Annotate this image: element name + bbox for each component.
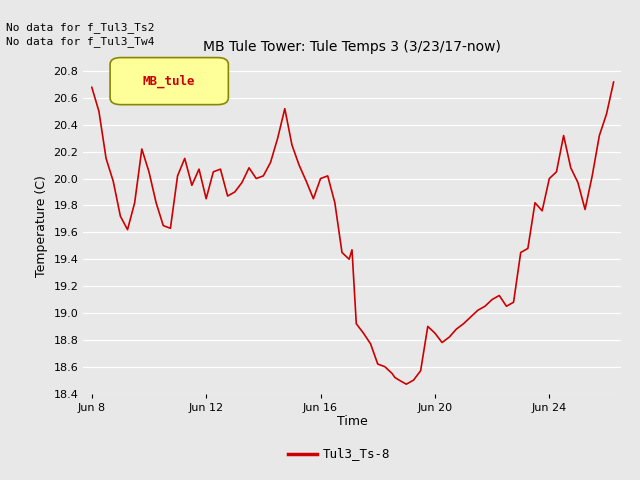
Text: No data for f_Tul3_Ts2: No data for f_Tul3_Ts2 [6,22,155,33]
Y-axis label: Temperature (C): Temperature (C) [35,175,48,276]
Text: MB_tule: MB_tule [143,74,195,88]
X-axis label: Time: Time [337,415,367,429]
Title: MB Tule Tower: Tule Temps 3 (3/23/17-now): MB Tule Tower: Tule Temps 3 (3/23/17-now… [203,40,501,54]
Text: Tul3_Ts-8: Tul3_Ts-8 [323,447,390,460]
Text: No data for f_Tul3_Tw4: No data for f_Tul3_Tw4 [6,36,155,47]
FancyBboxPatch shape [110,58,228,105]
